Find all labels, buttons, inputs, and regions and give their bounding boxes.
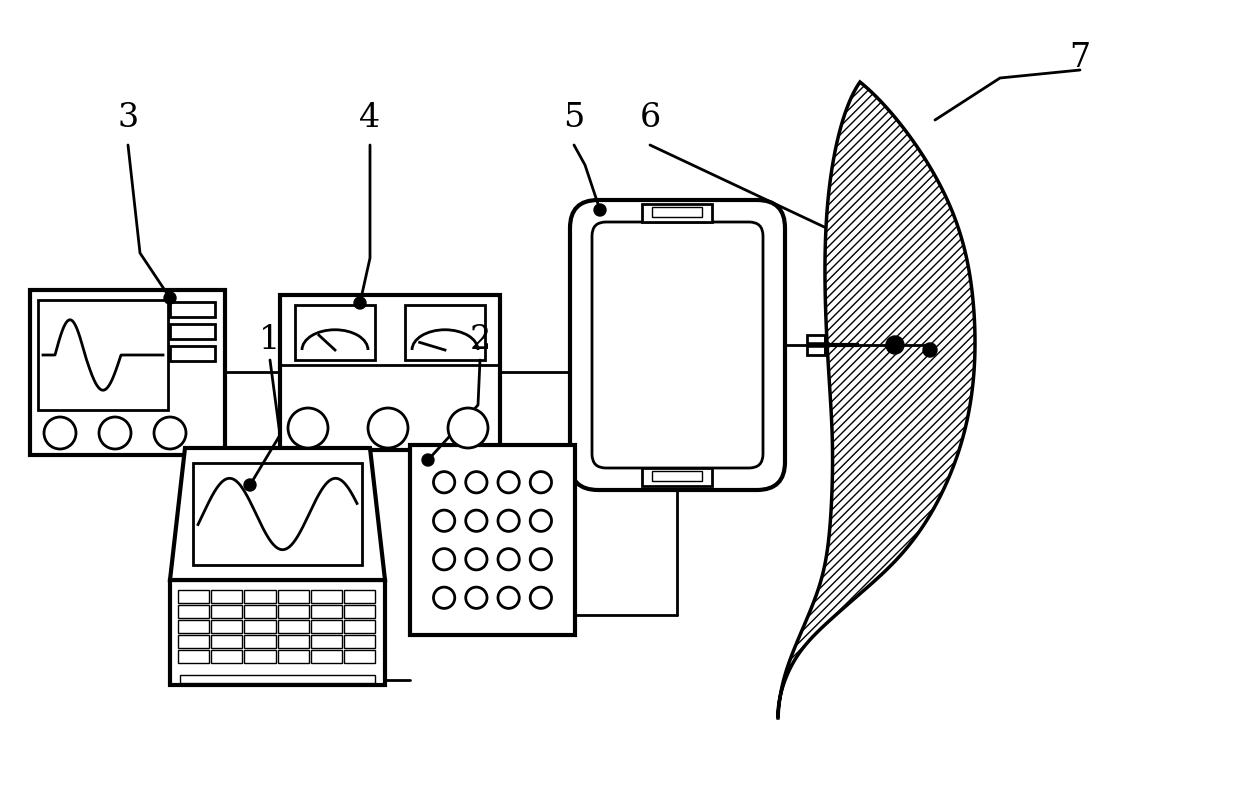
Bar [170, 302, 215, 317]
Bar [244, 650, 275, 663]
Circle shape [368, 408, 408, 448]
Bar [30, 290, 224, 455]
Bar [211, 605, 242, 618]
Text: 3: 3 [118, 102, 139, 134]
Text: 5: 5 [563, 102, 585, 134]
Bar [193, 463, 362, 565]
Bar [278, 605, 309, 618]
Circle shape [887, 336, 904, 354]
Circle shape [498, 588, 520, 608]
Bar [642, 468, 712, 486]
Circle shape [99, 417, 131, 449]
Circle shape [422, 454, 434, 466]
Text: 4: 4 [360, 102, 381, 134]
Bar [278, 620, 309, 633]
Bar [170, 324, 215, 339]
Bar [179, 635, 210, 648]
Circle shape [434, 471, 455, 493]
Circle shape [923, 343, 937, 357]
Circle shape [531, 510, 552, 531]
FancyBboxPatch shape [570, 200, 785, 490]
Bar [278, 635, 309, 648]
Bar [179, 620, 210, 633]
Circle shape [466, 588, 487, 608]
FancyBboxPatch shape [591, 222, 763, 468]
Text: 7: 7 [1069, 42, 1090, 74]
Bar [807, 335, 825, 355]
Circle shape [154, 417, 186, 449]
Bar [825, 337, 839, 353]
Circle shape [594, 204, 606, 216]
Circle shape [43, 417, 76, 449]
Bar [343, 650, 374, 663]
Circle shape [434, 510, 455, 531]
Bar [311, 620, 342, 633]
Bar [211, 650, 242, 663]
Bar [244, 635, 275, 648]
Polygon shape [170, 448, 384, 580]
Circle shape [448, 408, 489, 448]
Bar [179, 605, 210, 618]
Bar [652, 207, 702, 217]
Bar [180, 675, 374, 683]
Bar [244, 590, 275, 603]
Circle shape [531, 471, 552, 493]
Bar [311, 605, 342, 618]
Bar [278, 590, 309, 603]
Bar [311, 635, 342, 648]
Text: 2: 2 [470, 324, 491, 356]
Bar [244, 620, 275, 633]
Bar [170, 580, 384, 685]
Bar [343, 635, 374, 648]
Bar [179, 650, 210, 663]
Circle shape [466, 471, 487, 493]
Bar [652, 471, 702, 481]
Text: 1: 1 [259, 324, 280, 356]
Circle shape [466, 510, 487, 531]
Bar [311, 650, 342, 663]
Bar [211, 620, 242, 633]
Circle shape [498, 549, 520, 570]
Bar [311, 590, 342, 603]
Bar [295, 305, 374, 360]
Circle shape [244, 479, 255, 491]
Bar [38, 300, 167, 410]
Bar [179, 590, 210, 603]
Circle shape [466, 549, 487, 570]
Circle shape [531, 588, 552, 608]
Circle shape [353, 297, 366, 309]
Bar [211, 635, 242, 648]
Bar [343, 620, 374, 633]
Circle shape [498, 471, 520, 493]
Bar [343, 590, 374, 603]
Circle shape [434, 588, 455, 608]
Bar [280, 295, 500, 450]
Bar [642, 204, 712, 222]
Polygon shape [777, 82, 975, 718]
Circle shape [434, 549, 455, 570]
Bar [410, 445, 575, 635]
Bar [278, 650, 309, 663]
Circle shape [498, 510, 520, 531]
Circle shape [288, 408, 329, 448]
Bar [244, 605, 275, 618]
Circle shape [531, 549, 552, 570]
Bar [405, 305, 485, 360]
Bar [170, 346, 215, 361]
Bar [211, 590, 242, 603]
Circle shape [164, 292, 176, 304]
Text: 6: 6 [640, 102, 661, 134]
Bar [343, 605, 374, 618]
